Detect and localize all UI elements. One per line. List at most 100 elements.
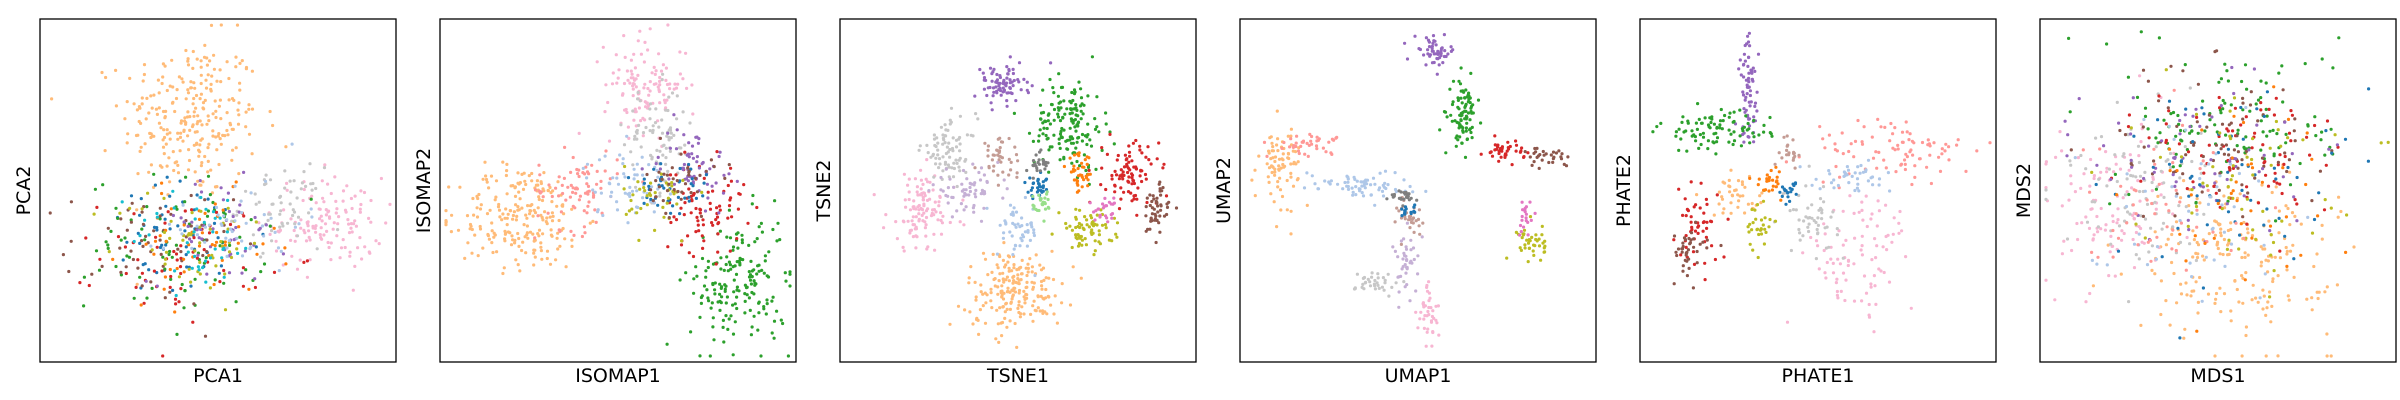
scatter-point — [1677, 148, 1681, 152]
scatter-point — [1315, 139, 1319, 143]
scatter-point — [203, 241, 206, 244]
scatter-point — [671, 177, 675, 181]
scatter-point — [1807, 222, 1811, 226]
scatter-point — [664, 146, 668, 150]
scatter-point — [1468, 127, 1472, 131]
scatter-point — [972, 210, 976, 214]
scatter-point — [1814, 257, 1818, 261]
scatter-point — [917, 148, 921, 152]
scatter-point — [697, 166, 702, 170]
scatter-point — [1386, 183, 1390, 187]
scatter-point — [541, 187, 545, 191]
scatter-point — [1733, 188, 1737, 193]
scatter-point — [337, 215, 340, 218]
scatter-point — [153, 226, 156, 229]
scatter-point — [1823, 232, 1827, 236]
scatter-point — [736, 246, 740, 250]
scatter-point — [196, 58, 199, 61]
scatter-point — [934, 162, 938, 166]
scatter-point — [990, 108, 994, 112]
scatter-point — [996, 173, 1000, 177]
scatter-point — [1698, 206, 1702, 210]
scatter-point — [186, 88, 189, 91]
scatter-point — [514, 258, 518, 262]
scatter-point — [1281, 152, 1285, 156]
scatter-point — [1291, 145, 1295, 149]
scatter-point — [1308, 132, 1312, 136]
scatter-point — [2171, 110, 2176, 115]
scatter-point — [2243, 147, 2247, 151]
scatter-point — [1361, 194, 1366, 198]
scatter-point — [1797, 218, 1801, 222]
scatter-point — [2068, 159, 2072, 163]
scatter-point — [1751, 131, 1755, 135]
scatter-point — [619, 123, 623, 127]
scatter-point — [204, 212, 207, 215]
scatter-point — [2272, 179, 2276, 183]
scatter-point — [690, 152, 694, 156]
scatter-point — [228, 271, 231, 274]
scatter-point — [2138, 74, 2142, 78]
scatter-point — [463, 256, 467, 260]
scatter-point — [1721, 211, 1725, 215]
scatter-point — [591, 219, 595, 223]
scatter-point — [1871, 156, 1876, 160]
scatter-point — [206, 170, 209, 173]
scatter-point — [168, 237, 171, 240]
scatter-point — [2278, 153, 2282, 157]
scatter-point — [175, 244, 178, 247]
scatter-point — [907, 177, 911, 181]
scatter-point — [2171, 225, 2175, 229]
scatter-point — [2158, 131, 2162, 135]
scatter-point — [756, 328, 760, 332]
scatter-point — [546, 211, 550, 215]
scatter-point — [191, 125, 194, 128]
scatter-point — [1078, 104, 1083, 108]
scatter-point — [660, 184, 664, 188]
scatter-point — [924, 177, 928, 181]
scatter-point — [322, 200, 325, 203]
scatter-point — [1747, 124, 1752, 128]
scatter-point — [1004, 278, 1008, 282]
scatter-point — [981, 71, 985, 75]
scatter-point — [2235, 287, 2239, 292]
scatter-point — [1771, 178, 1775, 182]
scatter-point — [925, 158, 929, 162]
scatter-point — [915, 185, 920, 189]
scatter-point — [2198, 275, 2202, 280]
scatter-point — [1469, 71, 1473, 75]
scatter-point — [1846, 168, 1851, 172]
scatter-point — [1793, 166, 1797, 170]
scatter-point — [1749, 100, 1753, 104]
scatter-point — [289, 190, 292, 193]
scatter-point — [159, 126, 162, 129]
scatter-point — [1346, 177, 1350, 181]
scatter-point — [487, 237, 491, 241]
scatter-point — [1720, 197, 1725, 201]
scatter-point — [1742, 131, 1746, 135]
scatter-point — [217, 132, 220, 135]
scatter-point — [145, 297, 148, 300]
scatter-point — [1913, 175, 1917, 179]
scatter-point — [2106, 243, 2110, 247]
scatter-point — [1128, 154, 1132, 158]
scatter-point — [1383, 169, 1388, 173]
scatter-point — [1363, 186, 1367, 190]
scatter-point — [958, 114, 963, 118]
scatter-point — [198, 150, 201, 153]
scatter-point — [914, 246, 918, 250]
scatter-point — [274, 231, 277, 234]
scatter-point — [1453, 119, 1457, 123]
scatter-point — [678, 166, 682, 171]
scatter-point — [1087, 168, 1091, 172]
scatter-point — [444, 219, 448, 223]
scatter-point — [1459, 66, 1463, 70]
scatter-point — [264, 180, 267, 183]
scatter-point — [556, 180, 560, 184]
scatter-point — [709, 158, 714, 162]
scatter-point — [1004, 84, 1008, 88]
scatter-point — [1409, 214, 1413, 218]
scatter-point — [1405, 258, 1409, 263]
scatter-point — [1414, 219, 1418, 223]
scatter-point — [1315, 135, 1319, 139]
